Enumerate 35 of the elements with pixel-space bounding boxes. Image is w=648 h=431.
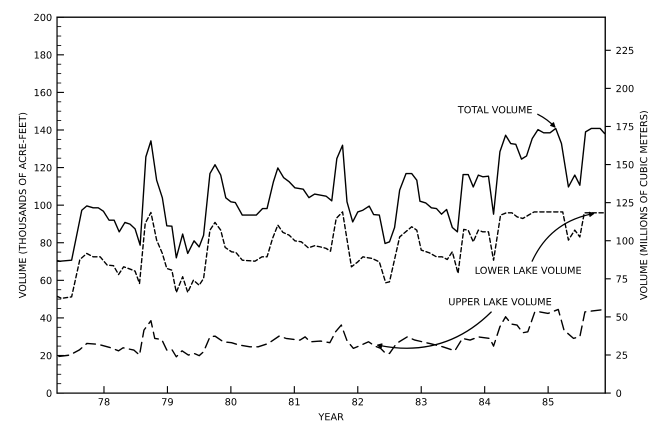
y2-axis-title: VOLUME (MILLIONS OF CUBIC METERS) — [640, 111, 648, 300]
y2-tick-label: 75 — [616, 275, 628, 283]
y-tick-label: 100 — [34, 202, 52, 209]
y-axis-title: VOLUME (THOUSANDS OF ACRE-FEET) — [18, 112, 28, 298]
x-tick-label: 79 — [162, 398, 173, 406]
y-tick-label: 180 — [34, 51, 52, 59]
y2-tick-label: 25 — [616, 351, 628, 359]
annotation: UPPER LAKE VOLUME — [449, 298, 552, 306]
x-tick-label: 80 — [225, 398, 236, 406]
y-tick-label: 20 — [40, 352, 52, 360]
y-tick-label: 40 — [40, 314, 52, 322]
y-tick-label: 140 — [34, 126, 52, 134]
y-tick-label: 80 — [40, 239, 52, 247]
x-tick-label: 78 — [98, 398, 110, 406]
x-tick-label: 84 — [479, 398, 490, 406]
x-axis-title: YEAR — [318, 413, 344, 420]
y-tick-label: 200 — [34, 14, 52, 22]
annotation: TOTAL VOLUME — [458, 106, 532, 114]
y2-tick-label: 150 — [616, 161, 634, 168]
x-tick-label: 85 — [542, 398, 554, 406]
x-tick-label: 81 — [288, 398, 300, 406]
x-tick-label: 83 — [416, 398, 427, 406]
y2-tick-label: 200 — [616, 84, 634, 92]
y2-tick-label: 100 — [616, 237, 634, 245]
y-tick-label: 0 — [46, 390, 52, 397]
annotation: LOWER LAKE VOLUME — [476, 266, 582, 274]
y2-tick-label: 225 — [616, 46, 634, 54]
y2-tick-label: 125 — [616, 199, 634, 206]
x-tick-label: 82 — [352, 398, 363, 406]
y2-tick-label: 175 — [616, 123, 634, 130]
y-tick-label: 160 — [34, 88, 52, 96]
y2-tick-label: 50 — [616, 313, 628, 321]
y-tick-label: 60 — [40, 276, 52, 284]
y2-tick-label: 0 — [616, 390, 622, 397]
y-tick-label: 120 — [34, 164, 52, 172]
